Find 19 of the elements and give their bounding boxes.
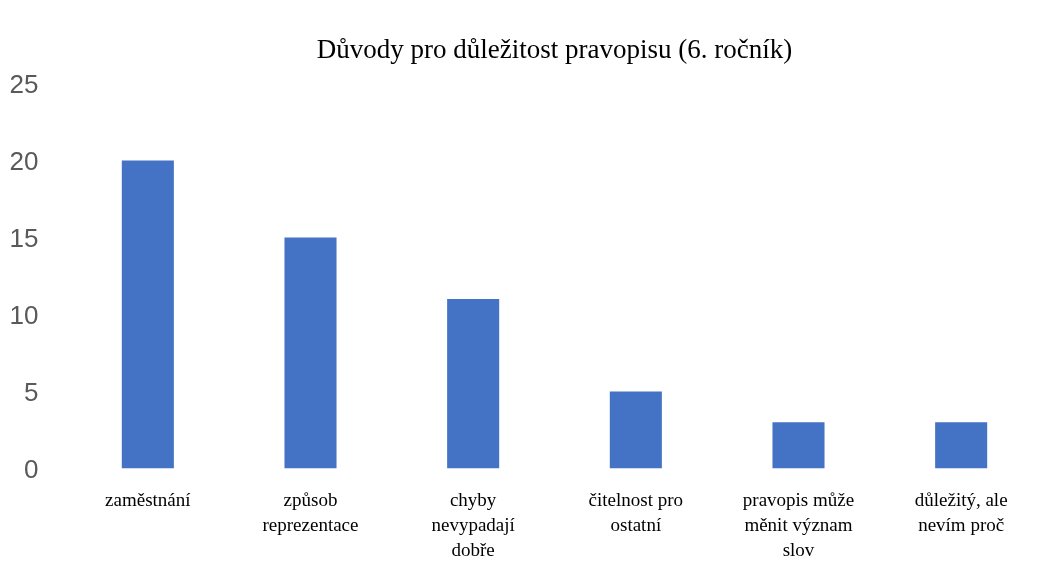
bar	[447, 299, 500, 469]
x-tick-label: důležitý, ale nevím proč	[914, 488, 1008, 535]
x-tick-label: zaměstnání	[105, 488, 192, 510]
x-tick-label: čitelnost pro ostatní	[588, 488, 684, 535]
chart-title: Důvody pro důležitost pravopisu (6. ročník)	[316, 33, 793, 64]
y-tick-label: 20	[9, 145, 39, 176]
x-tick-label: způsob reprezentace	[262, 488, 359, 535]
bar	[772, 422, 825, 469]
bar	[121, 160, 174, 469]
bar	[609, 391, 662, 469]
x-tick-label: chyby nevypadají dobře	[431, 488, 516, 560]
x-tick-label: pravopis může měnit význam slov	[742, 488, 855, 560]
y-tick-label: 25	[9, 68, 39, 99]
bar	[284, 237, 337, 469]
bar	[935, 422, 988, 469]
y-tick-label: 15	[9, 222, 39, 253]
y-tick-label: 0	[24, 453, 39, 484]
y-tick-label: 5	[24, 376, 39, 407]
y-tick-label: 10	[9, 299, 39, 330]
